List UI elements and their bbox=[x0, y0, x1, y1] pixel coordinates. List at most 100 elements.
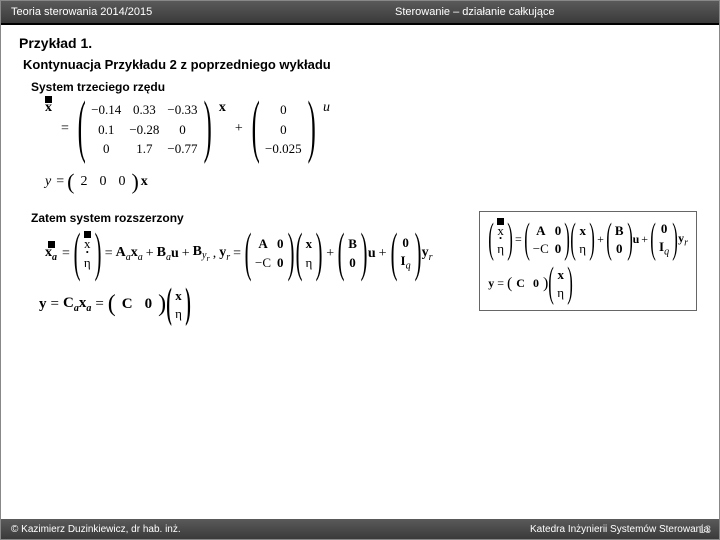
xdot-var: x bbox=[43, 100, 54, 116]
state-equation: x = ( −0.14 0.1 0 0.33 −0.28 1.7 −0.33 0… bbox=[43, 100, 701, 159]
blk-04: 0 bbox=[401, 234, 411, 252]
yr2: y bbox=[422, 245, 429, 260]
matrix-B: ( 0 0 −0.025 ) bbox=[250, 100, 317, 159]
a12: 0 bbox=[167, 120, 197, 140]
c2: 0 bbox=[112, 174, 131, 190]
blk-01: 0 bbox=[277, 235, 284, 253]
header-left: Teoria sterowania 2014/2015 bbox=[1, 6, 335, 18]
a10: 0.1 bbox=[91, 120, 121, 140]
z: 0 bbox=[529, 276, 543, 291]
footer-right: Katedra Inżynierii Systemów Sterowania bbox=[530, 524, 709, 535]
y-var: y bbox=[43, 174, 53, 190]
plus4: + bbox=[376, 246, 390, 262]
xa: x bbox=[45, 245, 52, 260]
a00: −0.14 bbox=[91, 100, 121, 120]
blk-mc: −C bbox=[255, 254, 271, 272]
plus: + bbox=[143, 246, 157, 262]
Ba-block: ( B0 ) bbox=[337, 233, 368, 275]
mc: −C bbox=[533, 240, 549, 258]
x: x bbox=[175, 287, 182, 305]
z4: 0 bbox=[659, 220, 669, 238]
eta: η bbox=[306, 254, 313, 272]
b1: 0 bbox=[265, 120, 302, 140]
page-number: 13 bbox=[699, 524, 711, 536]
a22: −0.77 bbox=[167, 139, 197, 159]
etadot: η bbox=[84, 254, 91, 272]
x-eta-out: ( xη ) bbox=[166, 287, 191, 323]
reference-box: ( xη ) = ( A−C 00 ) ( xη ) + ( B0 ) u bbox=[479, 211, 697, 311]
b0: 0 bbox=[265, 100, 302, 120]
slide: Teoria sterowania 2014/2015 Sterowanie –… bbox=[0, 0, 720, 540]
C: C bbox=[512, 276, 529, 291]
eq3: = bbox=[230, 246, 244, 262]
equals: = bbox=[58, 121, 72, 137]
b2: −0.025 bbox=[265, 139, 302, 159]
blk-03: 0 bbox=[348, 254, 357, 272]
u: u bbox=[171, 246, 179, 261]
output-equation: y = ( 2 0 0 ) x bbox=[43, 169, 701, 195]
eta: η bbox=[557, 284, 564, 302]
Ca: C bbox=[63, 295, 74, 311]
eq: = bbox=[53, 174, 67, 190]
xa2: x bbox=[131, 245, 138, 260]
eq2: = bbox=[102, 246, 116, 262]
eta: η bbox=[579, 240, 586, 258]
z1: 0 bbox=[555, 222, 562, 240]
y: y bbox=[39, 296, 47, 313]
zero: 0 bbox=[139, 296, 159, 313]
x: x bbox=[579, 222, 586, 240]
system-text: System trzeciego rzędu bbox=[31, 80, 701, 94]
a21: 1.7 bbox=[129, 139, 159, 159]
x: x bbox=[306, 235, 313, 253]
Aa: A bbox=[116, 245, 126, 260]
sub-a: a bbox=[52, 251, 57, 262]
q: q bbox=[664, 247, 669, 258]
q: q bbox=[406, 260, 411, 271]
u2: u bbox=[368, 246, 376, 261]
eq: = bbox=[59, 246, 73, 262]
Ba: B bbox=[157, 245, 166, 260]
a20: 0 bbox=[91, 139, 121, 159]
matrix-C: ( 2 0 0 ) bbox=[67, 169, 139, 195]
x-var: x bbox=[217, 100, 228, 116]
footer-left: © Kazimierz Duzinkiewicz, dr hab. inż. bbox=[11, 524, 181, 535]
a02: −0.33 bbox=[167, 100, 197, 120]
x: x bbox=[557, 266, 564, 284]
xa-dot: xa bbox=[43, 245, 59, 263]
header-right: Sterowanie – działanie całkujące bbox=[335, 6, 719, 18]
A: A bbox=[533, 222, 549, 240]
plus3: + bbox=[323, 246, 337, 262]
Aa-block: ( A−C 00 ) bbox=[244, 233, 294, 275]
etad: η bbox=[497, 240, 504, 258]
eq2: = bbox=[91, 296, 107, 313]
eta: η bbox=[175, 305, 182, 323]
a11: −0.28 bbox=[129, 120, 159, 140]
a01: 0.33 bbox=[129, 100, 159, 120]
comma: , bbox=[210, 246, 220, 262]
r: r bbox=[684, 238, 688, 249]
ref-row1: ( xη ) = ( A−C 00 ) ( xη ) + ( B0 ) u bbox=[488, 220, 688, 260]
xa-vec: ( x η ) bbox=[73, 233, 102, 275]
c1: 0 bbox=[93, 174, 112, 190]
Ca-row: ( C 0 ) bbox=[108, 291, 166, 318]
plus2: + bbox=[179, 246, 193, 262]
matrix-A: ( −0.14 0.1 0 0.33 −0.28 1.7 −0.33 0 −0.… bbox=[76, 100, 213, 159]
x-var2: x bbox=[139, 174, 150, 190]
B: B bbox=[615, 222, 624, 240]
subtitle: Kontynuacja Przykładu 2 z poprzedniego w… bbox=[23, 57, 701, 72]
eq: = bbox=[47, 296, 63, 313]
u: u bbox=[633, 232, 640, 247]
blk-02: 0 bbox=[277, 254, 284, 272]
z3: 0 bbox=[615, 240, 624, 258]
plus: + bbox=[232, 121, 246, 137]
c0: 2 bbox=[74, 174, 93, 190]
C: C bbox=[116, 296, 139, 313]
example-title: Przykład 1. bbox=[19, 35, 701, 51]
x-eta-vec: ( xη ) bbox=[295, 233, 324, 275]
u-var: u bbox=[321, 100, 332, 116]
blk-B: B bbox=[348, 235, 357, 253]
blk-A: A bbox=[255, 235, 271, 253]
r2: r bbox=[429, 251, 433, 262]
ref-row2: y = ( C 0 ) ( xη ) bbox=[488, 266, 688, 302]
Byr-block: ( 0Iq ) bbox=[390, 233, 422, 275]
